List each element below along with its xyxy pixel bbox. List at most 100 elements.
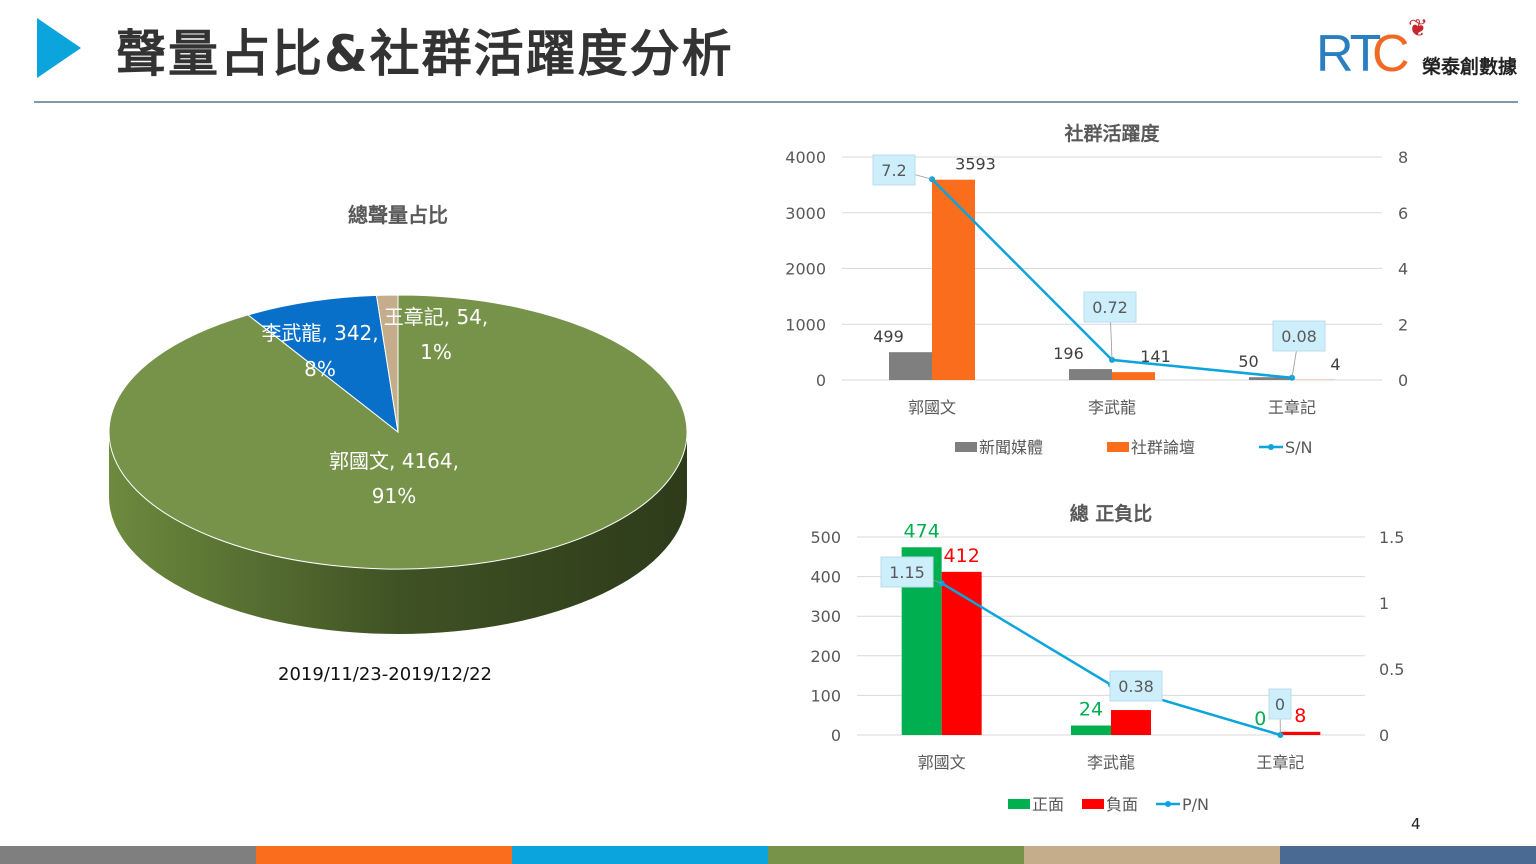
bar-新聞媒體 bbox=[889, 352, 932, 380]
strip-segment bbox=[512, 846, 768, 864]
y-tick: 2000 bbox=[785, 260, 826, 279]
line-value-label: 0.38 bbox=[1118, 677, 1154, 696]
pie-label: 李武龍, 342, bbox=[261, 321, 378, 345]
y2-tick: 0.5 bbox=[1379, 660, 1404, 679]
page-title: 聲量占比&社群活躍度分析 bbox=[116, 25, 734, 83]
company-logo: RT C ❦ 榮泰創數據 bbox=[1316, 14, 1531, 83]
legend-marker-icon bbox=[1268, 444, 1274, 450]
pie-label: 王章記, 54, bbox=[384, 305, 489, 329]
line-value-label: 0.08 bbox=[1281, 327, 1317, 346]
y2-tick: 0 bbox=[1379, 726, 1389, 745]
strip-segment bbox=[256, 846, 512, 864]
y-tick: 4000 bbox=[785, 148, 826, 167]
bar-value-label: 412 bbox=[944, 545, 980, 567]
line-S/N bbox=[931, 178, 1293, 380]
callout-box bbox=[872, 154, 916, 186]
pie-label-percent: 1% bbox=[420, 340, 452, 364]
y-tick: 200 bbox=[810, 647, 841, 666]
logo-leaf-icon: ❦ bbox=[1408, 14, 1429, 42]
callout-box bbox=[1268, 688, 1292, 720]
x-tick: 郭國文 bbox=[918, 753, 966, 772]
pie-side bbox=[109, 432, 687, 634]
date-range: 2019/11/23-2019/12/22 bbox=[278, 664, 492, 685]
bar-負面 bbox=[941, 571, 982, 735]
line-value-label: 0 bbox=[1275, 695, 1285, 714]
legend-swatch bbox=[955, 442, 977, 452]
line-value-label: 0.72 bbox=[1092, 298, 1128, 317]
y-tick: 300 bbox=[810, 607, 841, 626]
footer-color-strip bbox=[0, 846, 1536, 864]
line-value-label: 7.2 bbox=[881, 161, 906, 180]
y2-tick: 0 bbox=[1398, 371, 1408, 390]
strip-segment bbox=[768, 846, 1024, 864]
y2-tick: 1.5 bbox=[1379, 528, 1404, 547]
callout-box bbox=[1272, 320, 1326, 352]
legend-swatch bbox=[1107, 442, 1129, 452]
bar-負面 bbox=[1111, 710, 1151, 735]
strip-segment bbox=[0, 846, 256, 864]
bar-value-label: 8 bbox=[1294, 705, 1306, 727]
chart-title: 總 正負比 bbox=[1070, 502, 1153, 525]
x-tick: 郭國文 bbox=[908, 398, 956, 417]
line-value-label: 1.15 bbox=[889, 563, 925, 582]
legend-swatch bbox=[1082, 799, 1104, 809]
y-tick: 0 bbox=[816, 371, 826, 390]
y2-tick: 2 bbox=[1398, 315, 1408, 334]
bar-value-label: 196 bbox=[1053, 344, 1084, 363]
bar-value-label: 141 bbox=[1140, 347, 1171, 366]
bar-正面 bbox=[1071, 725, 1111, 735]
y-tick: 500 bbox=[810, 528, 841, 547]
legend-label: S/N bbox=[1285, 438, 1313, 457]
pie-title: 總聲量占比 bbox=[348, 203, 448, 227]
bar-value-label: 499 bbox=[873, 327, 904, 346]
bar-value-label: 3593 bbox=[955, 155, 996, 174]
bar-負面 bbox=[1280, 731, 1321, 735]
bar-value-label: 474 bbox=[904, 520, 940, 542]
y-tick: 1000 bbox=[785, 315, 826, 334]
legend-label: 新聞媒體 bbox=[979, 438, 1043, 457]
bar-新聞媒體 bbox=[1249, 377, 1292, 380]
legend-label: 負面 bbox=[1106, 795, 1138, 814]
y-tick: 100 bbox=[810, 686, 841, 705]
title-triangle-icon bbox=[37, 18, 81, 78]
bar-新聞媒體 bbox=[1069, 369, 1112, 380]
legend-marker-icon bbox=[1165, 801, 1171, 807]
y-tick: 400 bbox=[810, 568, 841, 587]
x-tick: 李武龍 bbox=[1088, 398, 1136, 417]
y2-tick: 6 bbox=[1398, 204, 1408, 223]
strip-segment bbox=[1024, 846, 1280, 864]
x-tick: 王章記 bbox=[1256, 753, 1304, 772]
bar-社群論壇 bbox=[1112, 372, 1155, 380]
x-tick: 王章記 bbox=[1268, 398, 1316, 417]
pie-label-percent: 8% bbox=[304, 357, 336, 381]
strip-segment bbox=[1280, 846, 1536, 864]
logo-c: C bbox=[1372, 25, 1410, 83]
y-tick: 3000 bbox=[785, 204, 826, 223]
pie-label: 郭國文, 4164, bbox=[329, 449, 459, 473]
legend-label: P/N bbox=[1182, 795, 1209, 814]
bar-社群論壇 bbox=[932, 179, 975, 380]
pie-label-percent: 91% bbox=[372, 484, 416, 508]
x-tick: 李武龍 bbox=[1087, 753, 1135, 772]
pie-slice-2 bbox=[375, 294, 399, 433]
bar-value-label: 4 bbox=[1330, 355, 1340, 374]
page-number: 4 bbox=[1411, 815, 1421, 833]
logo-rt: RT bbox=[1316, 25, 1381, 83]
y-tick: 0 bbox=[831, 726, 841, 745]
legend-label: 社群論壇 bbox=[1131, 438, 1195, 457]
bar-value-label: 24 bbox=[1079, 698, 1103, 720]
header-divider bbox=[34, 101, 1518, 103]
legend-swatch bbox=[1008, 799, 1030, 809]
bar-value-label: 0 bbox=[1254, 708, 1266, 730]
y2-tick: 4 bbox=[1398, 260, 1408, 279]
y2-tick: 1 bbox=[1379, 594, 1389, 613]
callout-box bbox=[1083, 291, 1137, 323]
callout-box bbox=[880, 556, 934, 588]
y2-tick: 8 bbox=[1398, 148, 1408, 167]
callout-box bbox=[1109, 670, 1163, 702]
bar-value-label: 50 bbox=[1238, 352, 1258, 371]
chart-title: 社群活躍度 bbox=[1063, 122, 1160, 145]
legend-label: 正面 bbox=[1032, 795, 1064, 814]
logo-name: 榮泰創數據 bbox=[1422, 56, 1518, 78]
